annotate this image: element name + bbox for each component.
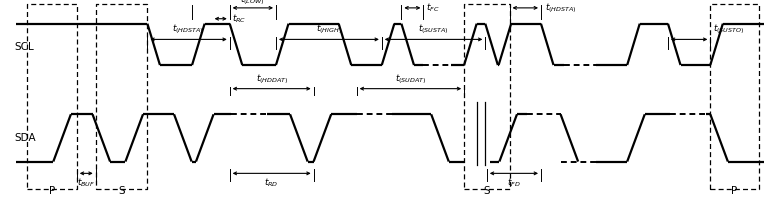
Text: $t_{BUF}$: $t_{BUF}$: [77, 176, 96, 189]
Text: $t_{RC}$: $t_{RC}$: [232, 12, 246, 25]
Text: $t_{FD}$: $t_{FD}$: [507, 176, 521, 189]
Text: SDA: SDA: [14, 133, 36, 143]
Text: $t_{(HDSTA)}$: $t_{(HDSTA)}$: [545, 1, 576, 15]
Text: $t_{(SUSTA)}$: $t_{(SUSTA)}$: [418, 23, 449, 36]
Text: P: P: [731, 186, 738, 196]
Text: $t_{RD}$: $t_{RD}$: [264, 176, 278, 189]
Text: $t_{(LOW)}$: $t_{(LOW)}$: [240, 0, 265, 7]
Text: SCL: SCL: [14, 42, 34, 52]
Text: $t_{(SUDAT)}$: $t_{(SUDAT)}$: [395, 72, 426, 86]
Text: P: P: [49, 186, 55, 196]
Text: $t_{(HIGH)}$: $t_{(HIGH)}$: [316, 23, 343, 36]
Text: $t_{(HDDAT)}$: $t_{(HDDAT)}$: [256, 72, 289, 86]
Text: S: S: [118, 186, 125, 196]
Text: $t_{(SUSTO)}$: $t_{(SUSTO)}$: [713, 23, 745, 36]
Text: S: S: [484, 186, 490, 196]
Text: $t_{(HDSTA)}$: $t_{(HDSTA)}$: [172, 23, 204, 36]
Text: $t_{FC}$: $t_{FC}$: [426, 2, 440, 14]
